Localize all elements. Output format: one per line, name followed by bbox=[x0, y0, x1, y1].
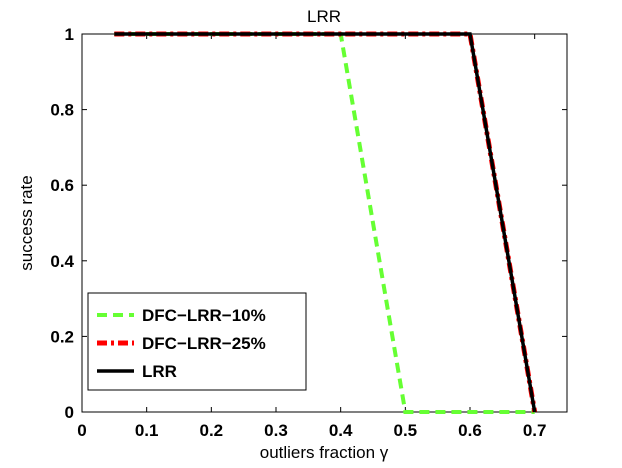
x-tick-label: 0.1 bbox=[135, 421, 159, 440]
series-layer bbox=[114, 31, 538, 414]
x-tick-label: 0.7 bbox=[523, 421, 547, 440]
y-tick-label: 0.4 bbox=[50, 252, 74, 271]
legend-label-3: LRR bbox=[142, 362, 177, 381]
x-axis-label: outliers fraction γ bbox=[260, 443, 389, 462]
y-tick-label: 0.2 bbox=[50, 327, 74, 346]
y-tick-label: 0 bbox=[65, 403, 74, 422]
chart-title: LRR bbox=[307, 7, 341, 26]
x-tick-label: 0.6 bbox=[458, 421, 482, 440]
legend-label-2: DFC−LRR−25% bbox=[142, 334, 266, 353]
x-tick-label: 0 bbox=[77, 421, 86, 440]
legend: DFC−LRR−10% DFC−LRR−25% LRR bbox=[87, 292, 307, 391]
x-tick-label: 0.4 bbox=[329, 421, 353, 440]
axes: 0 0.1 0.2 0.3 0.4 0.5 0.6 0.7 0 0.2 0.4 0.6 0.8 1 bbox=[50, 25, 568, 440]
series-line-3 bbox=[114, 32, 537, 413]
y-tick-label: 0.6 bbox=[50, 176, 74, 195]
y-axis-label: success rate bbox=[17, 175, 36, 270]
y-tick-label: 1 bbox=[65, 25, 74, 44]
y-tick-label: 0.8 bbox=[50, 101, 74, 120]
legend-label-1: DFC−LRR−10% bbox=[142, 306, 266, 325]
x-tick-label: 0.5 bbox=[394, 421, 418, 440]
x-tick-label: 0.3 bbox=[264, 421, 288, 440]
x-tick-label: 0.2 bbox=[200, 421, 224, 440]
